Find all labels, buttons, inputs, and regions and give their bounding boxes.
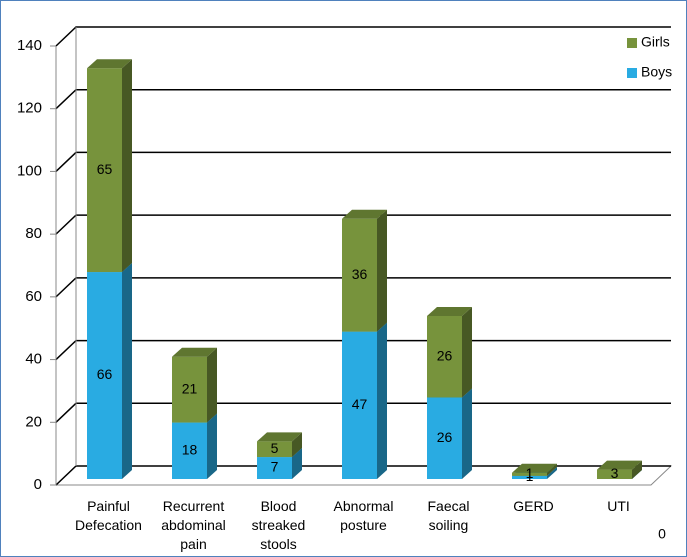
data-label: 7 bbox=[271, 459, 279, 475]
bar-top bbox=[342, 209, 387, 219]
data-label: 18 bbox=[182, 441, 198, 457]
bar-top bbox=[257, 432, 302, 442]
grid-line bbox=[55, 26, 671, 47]
grid-line bbox=[55, 88, 671, 110]
x-tick-label: GERD bbox=[513, 498, 554, 514]
data-label: 65 bbox=[97, 161, 113, 177]
bar-side bbox=[207, 347, 217, 423]
x-tick-label: Painful Defecation bbox=[75, 498, 142, 533]
bar bbox=[257, 441, 292, 458]
legend-label: Boys bbox=[641, 64, 672, 80]
bar bbox=[512, 475, 547, 479]
bar-top bbox=[87, 59, 132, 69]
x-tick-label: Recurrent abdominal pain bbox=[161, 498, 226, 552]
bar-side bbox=[122, 263, 132, 479]
bar-side bbox=[292, 432, 302, 458]
bar-side bbox=[377, 209, 387, 332]
bar-top bbox=[597, 460, 642, 470]
bar bbox=[427, 315, 462, 398]
data-label: 3 bbox=[611, 465, 619, 481]
bar-side bbox=[377, 322, 387, 479]
data-label: 21 bbox=[182, 380, 198, 396]
data-label: 5 bbox=[271, 440, 279, 456]
y-tick-label: 120 bbox=[17, 100, 42, 117]
bar-top bbox=[427, 306, 472, 316]
y-tick-label: 140 bbox=[17, 37, 42, 54]
bar-top bbox=[512, 463, 557, 473]
bar-side bbox=[547, 466, 557, 479]
bar-side bbox=[462, 306, 472, 398]
y-tick-label: 0 bbox=[34, 476, 42, 493]
bar bbox=[342, 331, 377, 479]
bar-side bbox=[462, 388, 472, 479]
bar bbox=[342, 218, 377, 332]
x-tick-label: Blood streaked stools bbox=[251, 498, 306, 552]
grid-line bbox=[55, 151, 671, 172]
bar-side bbox=[207, 413, 217, 479]
bar-side bbox=[122, 59, 132, 273]
data-label: 36 bbox=[352, 266, 368, 282]
bar-side bbox=[547, 463, 557, 476]
x-tick-label: Abnormal posture bbox=[333, 498, 394, 533]
bar-top bbox=[172, 347, 217, 357]
data-label: 26 bbox=[437, 347, 453, 363]
y-tick-label: 100 bbox=[17, 162, 42, 179]
x-tick-label: UTI bbox=[607, 498, 630, 514]
bar bbox=[597, 469, 632, 479]
y-tick-label: 20 bbox=[25, 413, 42, 430]
bar-side bbox=[292, 448, 302, 479]
y-tick-label: 80 bbox=[25, 225, 42, 242]
bar bbox=[427, 397, 462, 479]
data-label: 1 bbox=[526, 465, 534, 481]
x-tick-label: Faecal soiling bbox=[427, 498, 470, 533]
data-label: 66 bbox=[97, 366, 113, 382]
bar bbox=[512, 472, 547, 476]
bar bbox=[87, 68, 122, 273]
y-tick-label: 60 bbox=[25, 288, 42, 305]
data-label: 0 bbox=[658, 526, 666, 542]
legend-swatch bbox=[627, 68, 637, 78]
data-label: 26 bbox=[437, 429, 453, 445]
data-label: 47 bbox=[352, 396, 368, 412]
bar bbox=[172, 356, 207, 423]
legend-swatch bbox=[627, 38, 637, 48]
legend-label: Girls bbox=[641, 34, 670, 50]
bar bbox=[257, 457, 292, 479]
data-label: 1 bbox=[526, 468, 534, 484]
y-tick-label: 40 bbox=[25, 351, 42, 368]
bar-side bbox=[632, 460, 642, 479]
bar bbox=[87, 272, 122, 479]
bar bbox=[172, 422, 207, 479]
